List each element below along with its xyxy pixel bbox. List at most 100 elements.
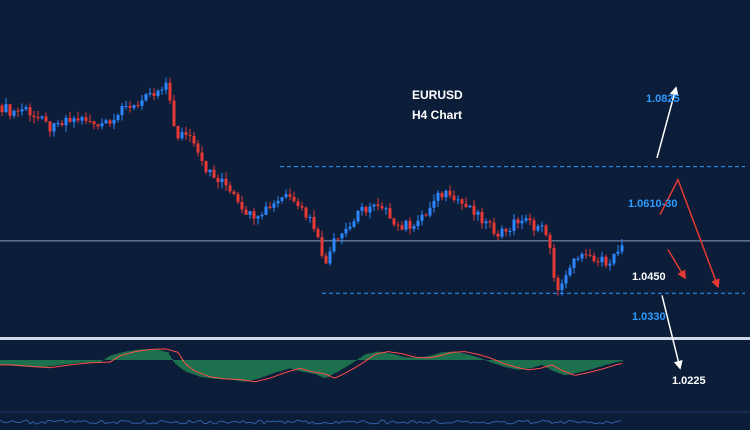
candle-body xyxy=(220,178,224,183)
candle-body xyxy=(412,226,416,229)
candle-body xyxy=(576,258,580,260)
candle-body xyxy=(180,132,184,139)
candle-body xyxy=(32,115,36,118)
candle-body xyxy=(484,221,488,224)
candle-body xyxy=(548,234,552,248)
candle-body xyxy=(504,228,508,232)
candle-body xyxy=(124,105,128,107)
level-label: 1.0825 xyxy=(646,93,680,105)
candle-body xyxy=(388,208,392,219)
candle-body xyxy=(312,216,316,230)
candle-body xyxy=(160,89,164,91)
candle-body xyxy=(612,253,616,264)
candle-body xyxy=(472,205,476,215)
candle-body xyxy=(348,226,352,229)
candle-body xyxy=(132,104,136,108)
level-label: 1.0330 xyxy=(632,311,666,323)
candle-body xyxy=(292,196,296,202)
candle-body xyxy=(580,254,584,259)
candle-body xyxy=(456,199,460,201)
candle-body xyxy=(40,116,44,119)
candle-body xyxy=(144,94,148,101)
candle-body xyxy=(176,126,180,139)
candle-body xyxy=(464,203,468,208)
candle-body xyxy=(404,220,408,230)
candle-body xyxy=(400,225,404,230)
candle-body xyxy=(516,219,520,224)
candle-body xyxy=(84,117,88,121)
candle-body xyxy=(620,245,624,252)
candle-body xyxy=(544,225,548,235)
candle-body xyxy=(572,258,576,268)
candle-body xyxy=(100,123,104,127)
candle-body xyxy=(488,221,492,223)
bottom-indicator-line xyxy=(0,419,622,425)
candle-body xyxy=(156,90,160,96)
candle-body xyxy=(268,206,272,208)
candle-body xyxy=(332,238,336,252)
candle-body xyxy=(232,191,236,195)
candle-body xyxy=(272,203,276,208)
candle-body xyxy=(248,211,252,215)
chart-title: EURUSD xyxy=(412,88,463,102)
candle-body xyxy=(508,230,512,232)
candle-body xyxy=(128,105,132,108)
candle-body xyxy=(344,228,348,234)
candle-body xyxy=(0,105,4,113)
candle-body xyxy=(76,118,80,121)
chart-subtitle: H4 Chart xyxy=(412,108,462,122)
candle-body xyxy=(352,221,356,227)
candle-body xyxy=(212,169,216,178)
candle-body xyxy=(208,169,212,173)
candle-body xyxy=(48,121,52,132)
up-arrow xyxy=(656,86,679,159)
candle-body xyxy=(468,205,472,208)
candle-body xyxy=(92,121,96,125)
candle-body xyxy=(428,207,432,216)
candle-body xyxy=(72,118,76,122)
candle-body xyxy=(104,120,108,124)
candle-body xyxy=(440,192,444,198)
candle-body xyxy=(296,201,300,207)
candle-body xyxy=(264,206,268,215)
candle-body xyxy=(168,82,172,101)
candle-body xyxy=(252,211,256,219)
candle-body xyxy=(88,120,92,122)
panel-separator xyxy=(0,337,750,340)
candle-body xyxy=(476,211,480,215)
candle-body xyxy=(200,152,204,161)
candle-body xyxy=(136,104,140,106)
candle-body xyxy=(360,206,364,211)
candle-body xyxy=(600,256,604,263)
candle-body xyxy=(216,177,220,183)
candle-body xyxy=(376,204,380,207)
candle-body xyxy=(532,220,536,231)
candle-body xyxy=(188,134,192,136)
candle-body xyxy=(152,93,156,96)
candle-body xyxy=(20,109,24,112)
candle-body xyxy=(416,220,420,227)
candle-body xyxy=(236,194,240,202)
candle-body xyxy=(560,283,564,291)
candle-body xyxy=(60,123,64,126)
candle-body xyxy=(24,107,28,110)
candle-body xyxy=(4,104,8,113)
red-projection-path xyxy=(659,177,720,289)
candle-body xyxy=(512,219,516,231)
candle-body xyxy=(556,277,560,291)
candle-body xyxy=(244,209,248,215)
candle-body xyxy=(380,206,384,209)
candle-body xyxy=(56,123,60,125)
candle-body xyxy=(520,220,524,224)
candle-body xyxy=(408,220,412,229)
candle-body xyxy=(592,255,596,262)
candle-body xyxy=(140,100,144,106)
candle-body xyxy=(524,218,528,221)
candle-body xyxy=(224,178,228,186)
candle-body xyxy=(276,200,280,204)
candle-body xyxy=(584,254,588,256)
candle-body xyxy=(28,107,32,116)
candle-body xyxy=(340,233,344,239)
